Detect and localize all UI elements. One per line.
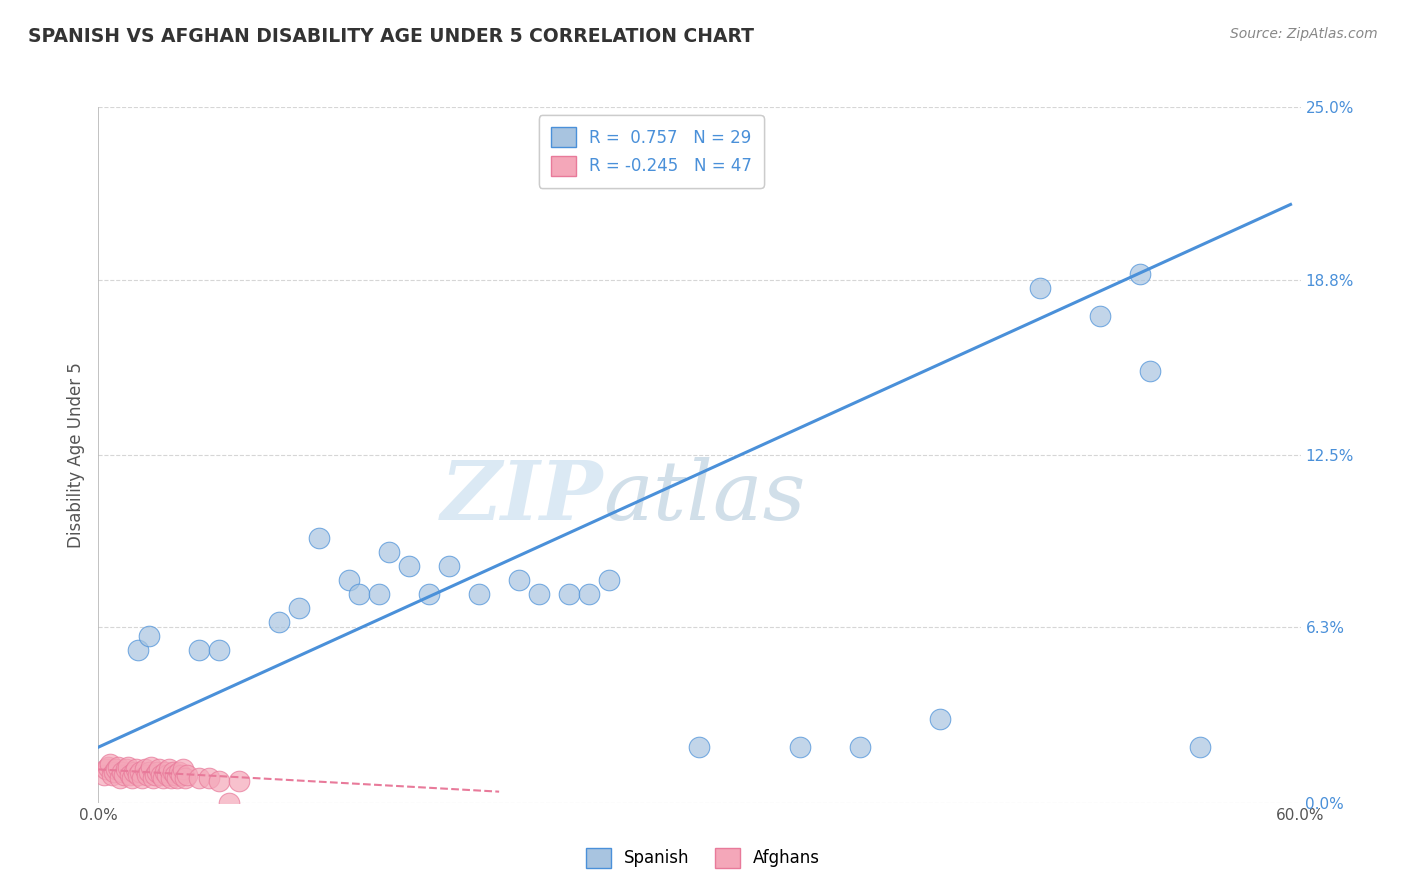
Point — [162, 765, 184, 780]
Point — [141, 771, 163, 785]
Point — [105, 763, 128, 777]
Point — [347, 587, 370, 601]
Point — [1129, 267, 1152, 281]
Point — [111, 765, 134, 780]
Point — [110, 771, 132, 785]
Point — [267, 615, 290, 629]
Point — [145, 765, 167, 780]
Point — [163, 768, 186, 782]
Point — [114, 768, 136, 782]
Point — [849, 740, 872, 755]
Y-axis label: Disability Age Under 5: Disability Age Under 5 — [66, 362, 84, 548]
Point — [172, 763, 194, 777]
Point — [169, 768, 191, 782]
Legend: Spanish, Afghans: Spanish, Afghans — [579, 841, 827, 875]
Point — [929, 712, 952, 726]
Text: atlas: atlas — [603, 457, 806, 537]
Text: Source: ZipAtlas.com: Source: ZipAtlas.com — [1230, 27, 1378, 41]
Point — [173, 771, 195, 785]
Point — [128, 768, 150, 782]
Point — [93, 768, 115, 782]
Point — [308, 532, 330, 546]
Point — [197, 771, 219, 785]
Point — [120, 768, 142, 782]
Point — [138, 629, 160, 643]
Point — [153, 765, 176, 780]
Point — [337, 573, 360, 587]
Point — [1189, 740, 1212, 755]
Point — [101, 768, 124, 782]
Point — [138, 765, 160, 780]
Point — [128, 642, 150, 657]
Point — [131, 771, 153, 785]
Point — [148, 763, 170, 777]
Point — [368, 587, 391, 601]
Point — [398, 559, 420, 574]
Text: ZIP: ZIP — [440, 457, 603, 537]
Point — [418, 587, 440, 601]
Point — [187, 771, 209, 785]
Point — [558, 587, 581, 601]
Point — [529, 587, 551, 601]
Point — [688, 740, 710, 755]
Text: SPANISH VS AFGHAN DISABILITY AGE UNDER 5 CORRELATION CHART: SPANISH VS AFGHAN DISABILITY AGE UNDER 5… — [28, 27, 754, 45]
Point — [208, 642, 231, 657]
Point — [1088, 309, 1111, 323]
Point — [218, 796, 240, 810]
Point — [152, 771, 174, 785]
Point — [789, 740, 811, 755]
Point — [143, 768, 166, 782]
Point — [167, 765, 190, 780]
Point — [134, 763, 156, 777]
Point — [149, 768, 172, 782]
Point — [1139, 364, 1161, 378]
Point — [115, 763, 138, 777]
Point — [107, 759, 129, 773]
Point — [228, 773, 250, 788]
Point — [135, 768, 157, 782]
Point — [187, 642, 209, 657]
Point — [468, 587, 491, 601]
Point — [159, 771, 181, 785]
Point — [598, 573, 620, 587]
Point — [96, 763, 118, 777]
Point — [208, 773, 231, 788]
Point — [97, 759, 120, 773]
Point — [508, 573, 530, 587]
Point — [437, 559, 460, 574]
Point — [176, 768, 198, 782]
Point — [100, 756, 122, 771]
Point — [129, 765, 152, 780]
Point — [378, 545, 401, 559]
Point — [124, 765, 146, 780]
Point — [139, 759, 162, 773]
Point — [125, 763, 148, 777]
Point — [121, 771, 143, 785]
Point — [155, 768, 177, 782]
Point — [166, 771, 188, 785]
Point — [103, 765, 125, 780]
Point — [157, 763, 180, 777]
Point — [578, 587, 600, 601]
Point — [1029, 281, 1052, 295]
Point — [288, 601, 311, 615]
Legend: R =  0.757   N = 29, R = -0.245   N = 47: R = 0.757 N = 29, R = -0.245 N = 47 — [538, 115, 763, 187]
Point — [117, 759, 139, 773]
